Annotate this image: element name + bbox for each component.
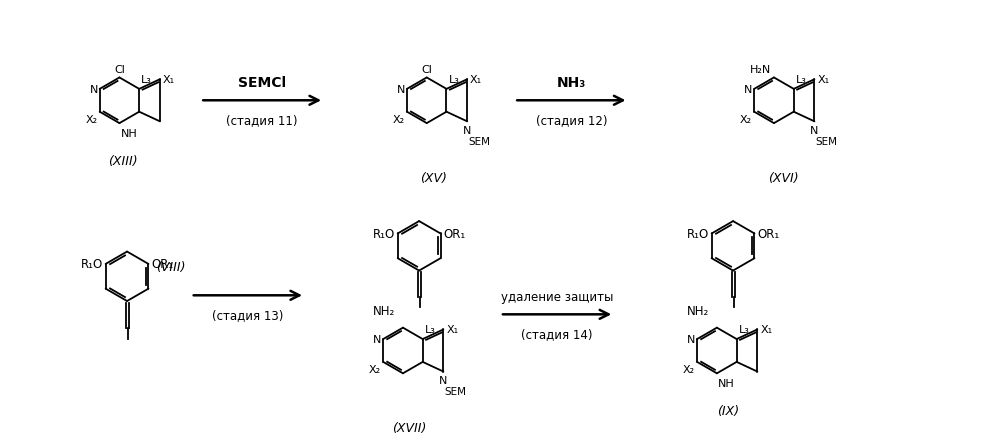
Text: N: N (744, 85, 752, 95)
Text: Cl: Cl (114, 65, 125, 75)
Text: X₂: X₂ (393, 114, 405, 124)
Text: N: N (440, 375, 448, 385)
Text: SEM: SEM (469, 136, 491, 146)
Text: X₂: X₂ (740, 114, 752, 124)
Text: OR₁: OR₁ (151, 258, 174, 271)
Text: (IX): (IX) (717, 404, 739, 417)
Text: N: N (373, 334, 382, 344)
Text: NH₂: NH₂ (373, 304, 396, 317)
Text: L₃: L₃ (141, 75, 152, 85)
Text: (XVII): (XVII) (393, 421, 427, 434)
Text: X₂: X₂ (370, 364, 382, 374)
Text: (XVI): (XVI) (768, 171, 799, 184)
Text: X₁: X₁ (471, 75, 483, 85)
Text: R₁O: R₁O (81, 258, 103, 271)
Text: H₂N: H₂N (750, 65, 771, 75)
Text: (XV): (XV) (420, 171, 447, 184)
Text: N: N (89, 85, 98, 95)
Text: L₃: L₃ (425, 325, 436, 335)
Text: (стадия 14): (стадия 14) (521, 327, 592, 340)
Text: N: N (810, 126, 818, 136)
Text: удаление защиты: удаление защиты (500, 290, 613, 303)
Text: NH: NH (121, 128, 137, 138)
Text: SEM: SEM (815, 136, 837, 146)
Text: N: N (463, 126, 472, 136)
Text: SEM: SEM (445, 386, 467, 396)
Text: L₃: L₃ (795, 75, 806, 85)
Text: (стадия 13): (стадия 13) (212, 308, 284, 321)
Text: R₁O: R₁O (373, 227, 395, 240)
Text: NH₂: NH₂ (687, 304, 709, 317)
Text: (VIII): (VIII) (156, 261, 185, 273)
Text: NH: NH (718, 378, 734, 388)
Text: L₃: L₃ (449, 75, 460, 85)
Text: X₂: X₂ (86, 114, 98, 124)
Text: L₃: L₃ (738, 325, 749, 335)
Text: (стадия 11): (стадия 11) (227, 113, 298, 126)
Text: R₁O: R₁O (686, 227, 708, 240)
Text: OR₁: OR₁ (444, 227, 466, 240)
Text: X₁: X₁ (163, 75, 175, 85)
Text: X₁: X₁ (760, 325, 772, 335)
Text: X₁: X₁ (447, 325, 459, 335)
Text: N: N (397, 85, 405, 95)
Text: SEMCl: SEMCl (238, 76, 286, 90)
Text: (стадия 12): (стадия 12) (535, 113, 607, 126)
Text: X₂: X₂ (683, 364, 695, 374)
Text: Cl: Cl (422, 65, 433, 75)
Text: NH₃: NH₃ (556, 76, 586, 90)
Text: X₁: X₁ (817, 75, 829, 85)
Text: OR₁: OR₁ (757, 227, 779, 240)
Text: (XIII): (XIII) (109, 154, 138, 167)
Text: N: N (687, 334, 695, 344)
